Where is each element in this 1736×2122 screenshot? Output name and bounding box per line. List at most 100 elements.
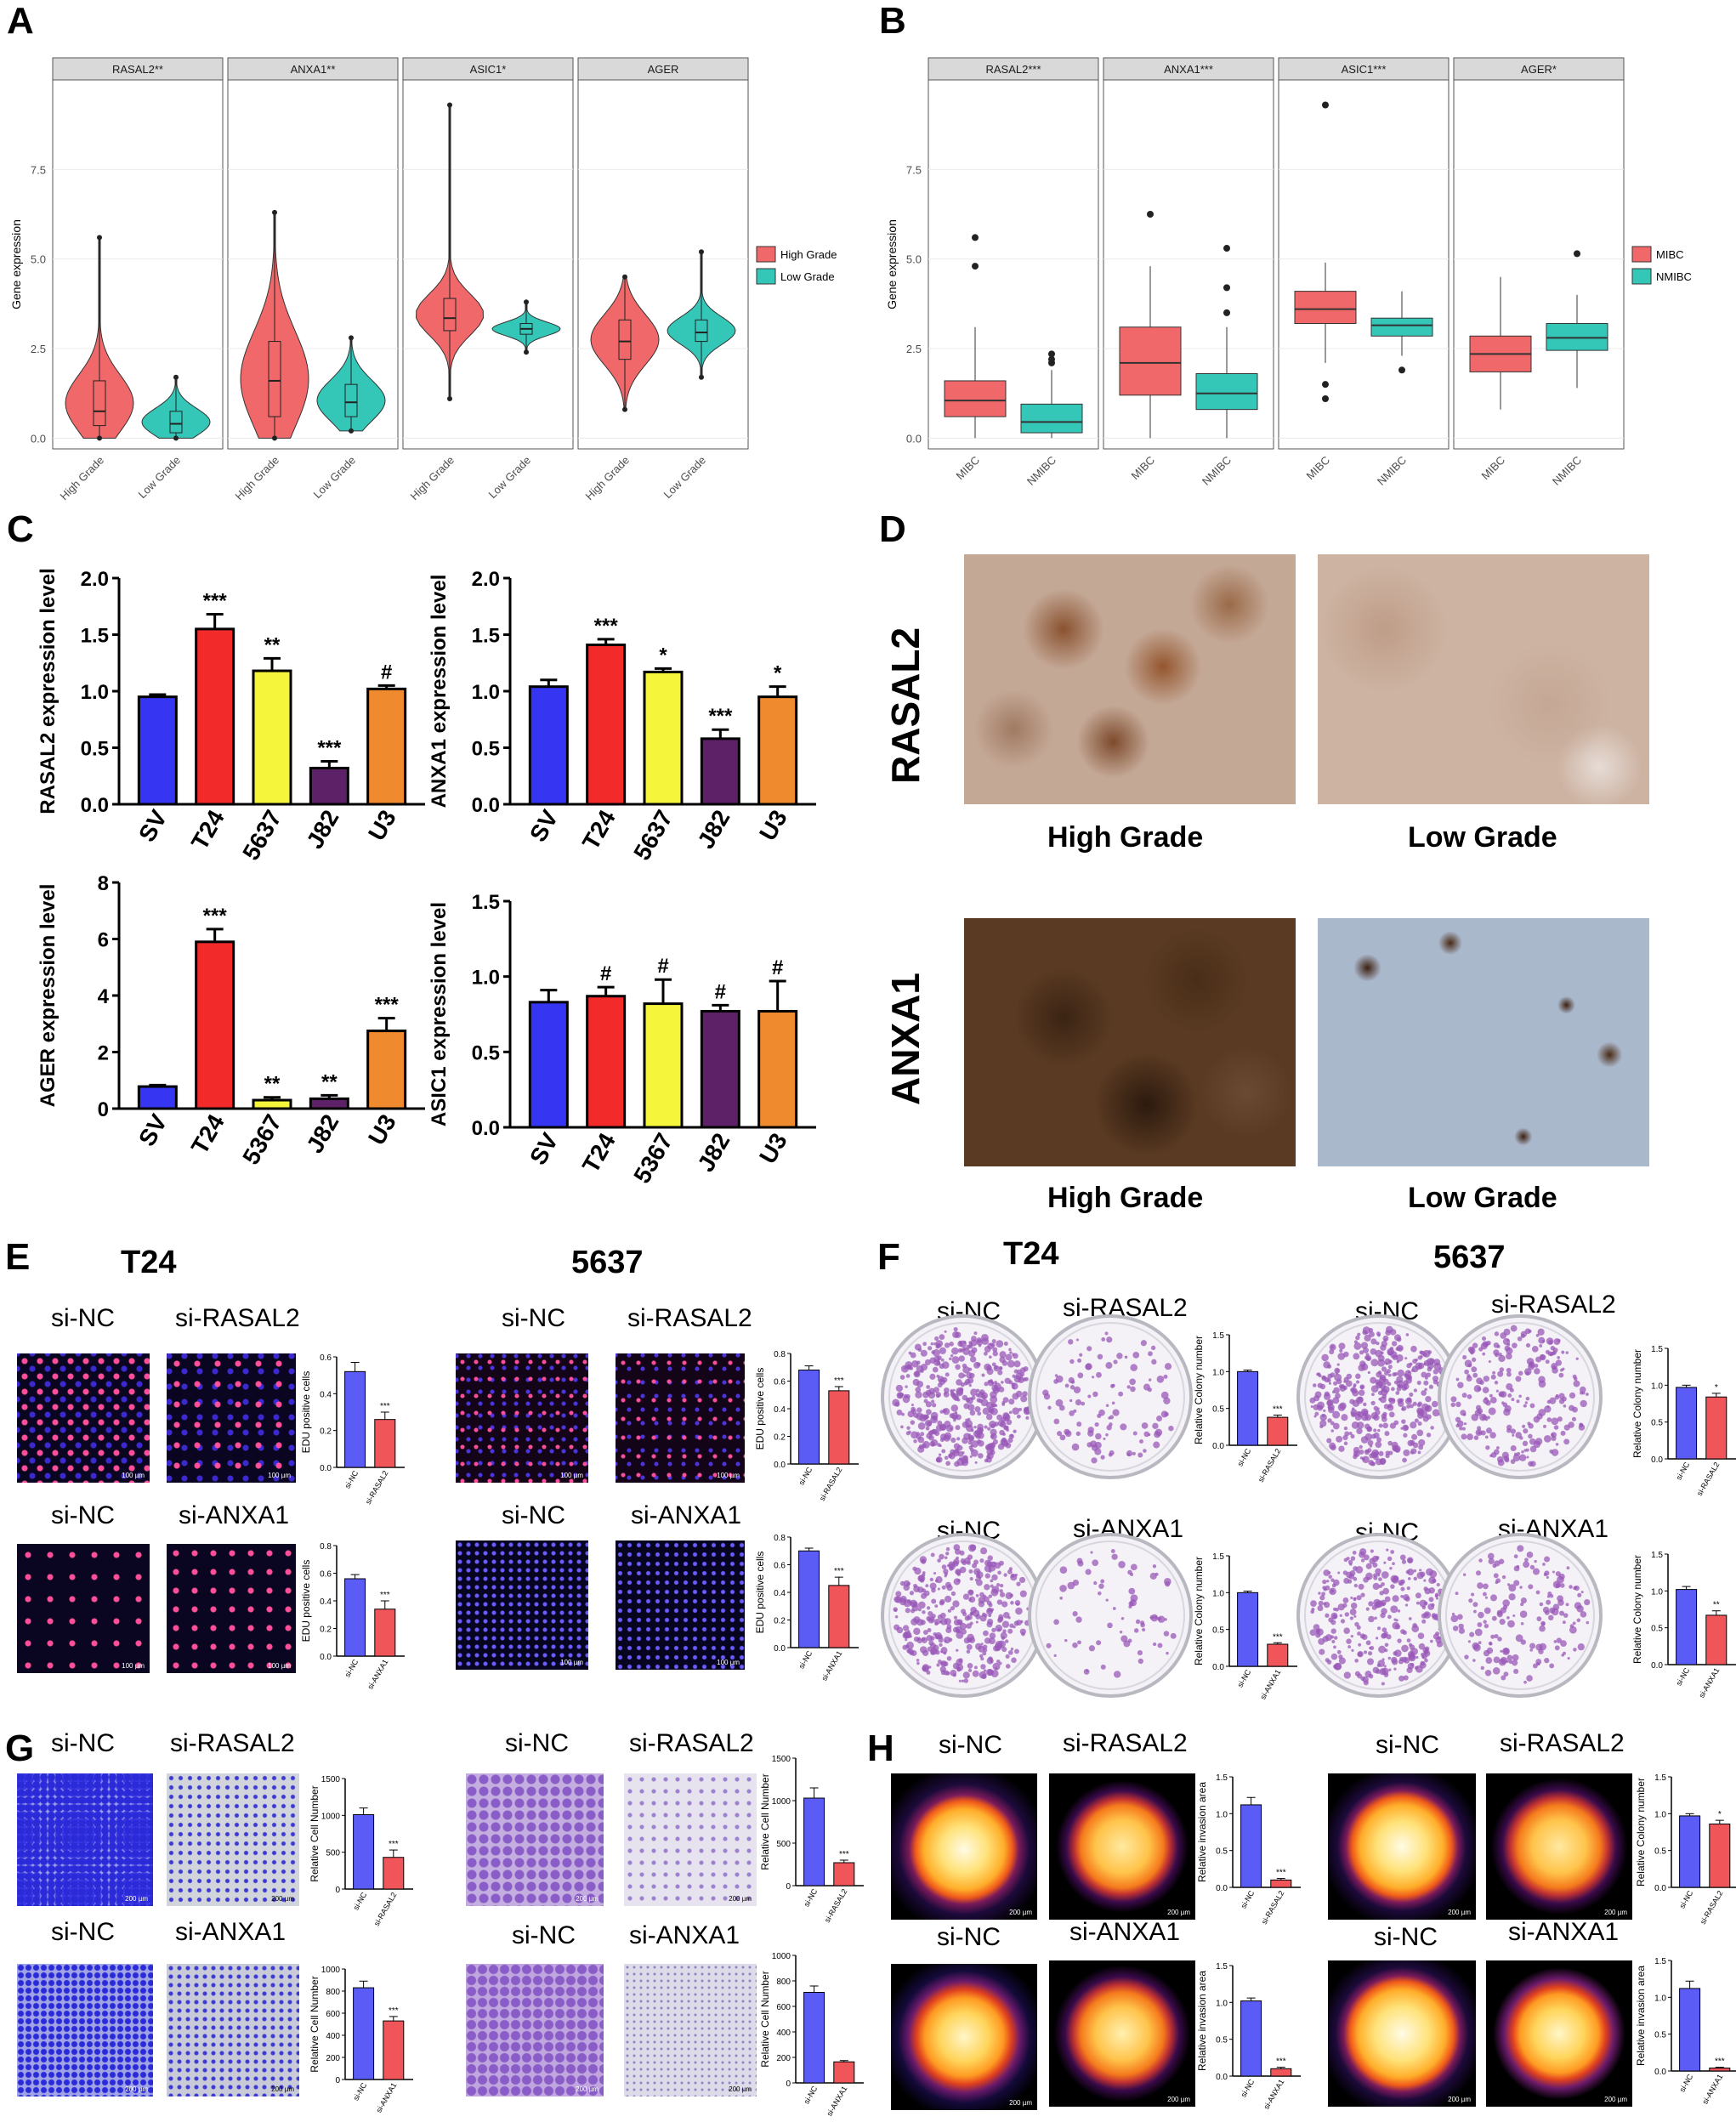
y-tick-label: 1.0 bbox=[1654, 1810, 1666, 1819]
colony bbox=[1427, 1350, 1432, 1354]
legend-label: High Grade bbox=[780, 248, 837, 261]
bar-si-NC bbox=[1676, 1589, 1698, 1665]
colony bbox=[1163, 1397, 1171, 1404]
colony bbox=[969, 1455, 973, 1458]
colony bbox=[1150, 1345, 1156, 1351]
colony bbox=[949, 1413, 955, 1419]
colony bbox=[925, 1401, 933, 1408]
y-tick-label: 200 bbox=[776, 2054, 791, 2063]
colony bbox=[1359, 1350, 1364, 1355]
colony bbox=[914, 1343, 922, 1351]
y-tick-label: 0.0 bbox=[320, 1464, 332, 1473]
significance-label: *** bbox=[380, 1402, 390, 1411]
colony bbox=[1019, 1371, 1025, 1377]
colony bbox=[1000, 1421, 1007, 1428]
colony bbox=[996, 1414, 1003, 1421]
y-tick-label: 0.6 bbox=[320, 1353, 332, 1363]
y-tick-label: 500 bbox=[326, 1849, 340, 1858]
x-tick-label: si-NC bbox=[1674, 1666, 1691, 1688]
colony bbox=[933, 1342, 937, 1346]
bar-si-NC bbox=[1679, 1815, 1701, 1888]
y-tick-label: 1000 bbox=[772, 1952, 791, 1961]
f-title-t24: T24 bbox=[1003, 1236, 1059, 1272]
colony bbox=[1091, 1457, 1098, 1464]
y-axis-label: Relative Colony number bbox=[1631, 1555, 1643, 1664]
colony bbox=[1410, 1404, 1414, 1409]
y-tick-label: 1.5 bbox=[1216, 1962, 1228, 1972]
e-t24-sinc-1: si-NC bbox=[51, 1304, 115, 1332]
colony bbox=[1141, 1422, 1149, 1429]
significance-label: *** bbox=[839, 1850, 849, 1859]
outlier bbox=[972, 234, 979, 241]
colony bbox=[943, 1391, 950, 1398]
colony bbox=[1111, 1401, 1115, 1405]
y-tick-label: 0.4 bbox=[320, 1597, 332, 1607]
colony bbox=[918, 1444, 924, 1450]
y-tick-label: 600 bbox=[326, 2010, 340, 2019]
box bbox=[169, 411, 183, 434]
y-tick-label: 0.4 bbox=[774, 1405, 786, 1415]
colony bbox=[1055, 1399, 1064, 1407]
colony bbox=[1075, 1431, 1081, 1437]
facet-strip bbox=[1103, 57, 1274, 81]
y-tick-label: 5.0 bbox=[31, 253, 46, 266]
colony bbox=[1097, 1353, 1103, 1360]
y-tick-label: 1.0 bbox=[1212, 1368, 1224, 1377]
colony bbox=[977, 1411, 982, 1416]
y-tick-label: 0.2 bbox=[774, 1617, 786, 1626]
colony bbox=[981, 1373, 985, 1377]
colony bbox=[976, 1398, 981, 1403]
colony bbox=[1384, 1431, 1390, 1437]
y-tick-label: 2.0 bbox=[81, 568, 109, 591]
colony bbox=[1426, 1433, 1432, 1438]
y-tick-label: 0.6 bbox=[774, 1562, 786, 1571]
significance-label: *** bbox=[317, 736, 342, 759]
significance-label: * bbox=[774, 662, 782, 685]
colony bbox=[990, 1395, 998, 1404]
colony bbox=[936, 1393, 940, 1399]
colony bbox=[1058, 1404, 1065, 1411]
y-tick-label: 0 bbox=[335, 1886, 340, 1895]
bar-si-RASAL2 bbox=[1709, 1823, 1731, 1888]
colony bbox=[1330, 1429, 1334, 1433]
box-nmibc bbox=[1546, 323, 1608, 351]
colony bbox=[1098, 1409, 1105, 1416]
x-tick-label: si-NC bbox=[1239, 1889, 1256, 1910]
facet-title: ANXA1*** bbox=[1164, 63, 1213, 76]
colony bbox=[1005, 1442, 1012, 1449]
y-tick-label: 0.2 bbox=[320, 1427, 332, 1437]
colony bbox=[958, 1355, 965, 1362]
outlier bbox=[1223, 284, 1230, 292]
bar-T24 bbox=[195, 627, 235, 806]
colony bbox=[999, 1356, 1006, 1364]
bar-5637 bbox=[643, 670, 684, 806]
colony bbox=[1376, 1437, 1382, 1443]
colony bbox=[903, 1393, 908, 1399]
colony bbox=[985, 1413, 993, 1421]
colony bbox=[1387, 1373, 1392, 1377]
colony bbox=[897, 1393, 904, 1399]
colony bbox=[1163, 1374, 1168, 1379]
y-tick-label: 2 bbox=[98, 1042, 109, 1065]
box bbox=[695, 319, 708, 343]
y-tick-label: 1.5 bbox=[1212, 1552, 1224, 1562]
y-tick-label: 0.0 bbox=[1651, 1455, 1663, 1465]
colony bbox=[1002, 1433, 1006, 1436]
bar-si-RASAL2 bbox=[1705, 1396, 1727, 1460]
x-tick-label: si-RASAL2 bbox=[1699, 1889, 1725, 1926]
significance-label: ** bbox=[321, 1070, 338, 1093]
colony bbox=[1124, 1355, 1128, 1359]
colony bbox=[1373, 1405, 1379, 1411]
colony bbox=[1025, 1416, 1030, 1420]
colony bbox=[993, 1365, 1000, 1372]
colony bbox=[974, 1406, 981, 1413]
colony bbox=[953, 1418, 956, 1422]
anxa1-low-caption: Low Grade bbox=[1408, 1182, 1557, 1214]
x-tick-label: si-NC bbox=[1677, 2073, 1694, 2094]
colony bbox=[1337, 1353, 1346, 1360]
colony bbox=[955, 1425, 961, 1431]
colony bbox=[1024, 1406, 1029, 1412]
box bbox=[268, 341, 281, 417]
y-tick-label: 0.0 bbox=[1212, 1663, 1224, 1672]
